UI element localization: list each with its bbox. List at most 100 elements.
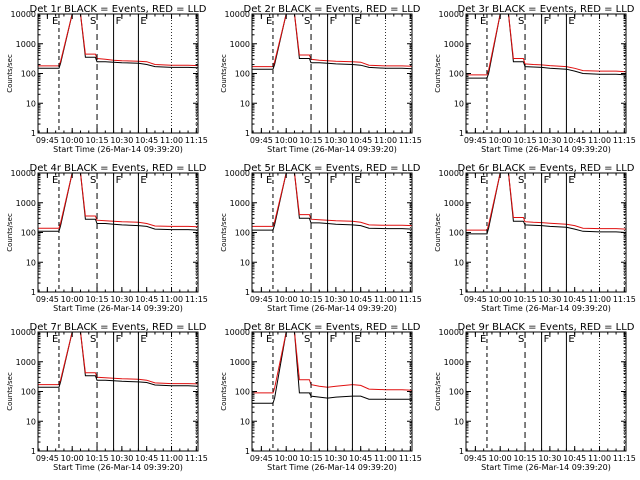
y-tick-label: 10 — [240, 417, 250, 426]
event-marker-label: E — [140, 334, 146, 345]
event-marker-label: F — [544, 16, 550, 27]
panel-det-9r: Det 9r BLACK = Events, RED = LLD Counts/… — [434, 322, 636, 472]
plot-frame — [37, 172, 199, 293]
event-marker-label: F — [116, 334, 122, 345]
x-tick-label: 11:00 — [160, 136, 183, 145]
x-tick-label: 10:45 — [135, 295, 158, 304]
x-tick-label: 10:30 — [110, 136, 133, 145]
x-tick-label: 10:30 — [110, 295, 133, 304]
x-tick-label: 09:45 — [464, 295, 487, 304]
plot-frame — [251, 13, 413, 134]
x-tick-label: 09:45 — [250, 295, 273, 304]
y-axis-label: Counts/sec — [220, 213, 228, 252]
event-marker-label: E — [266, 175, 272, 186]
x-tick-label: 11:15 — [399, 295, 422, 304]
x-tick-label: 10:00 — [275, 454, 298, 463]
x-tick-label: 11:15 — [185, 136, 208, 145]
series-lld-line — [466, 173, 626, 231]
y-tick-label: 100 — [21, 388, 36, 397]
y-tick-label: 1000 — [16, 199, 36, 208]
x-tick-label: 10:30 — [324, 136, 347, 145]
x-tick-label: 11:00 — [588, 295, 611, 304]
series-lld-line — [38, 173, 198, 229]
plot-frame — [465, 331, 627, 452]
x-tick-label: 10:00 — [489, 454, 512, 463]
x-tick-label: 10:00 — [489, 136, 512, 145]
event-marker-label: F — [116, 175, 122, 186]
event-marker-label: E — [52, 175, 58, 186]
panel-title: Det 7r BLACK = Events, RED = LLD — [30, 322, 207, 333]
event-marker-label: S — [518, 175, 524, 186]
x-tick-label: 09:45 — [250, 454, 273, 463]
y-tick-label: 10 — [26, 258, 36, 267]
panel-det-7r: Det 7r BLACK = Events, RED = LLD Counts/… — [6, 322, 208, 472]
y-tick-label: 10000 — [11, 10, 36, 19]
x-tick-label: 10:30 — [538, 136, 561, 145]
event-marker-label: F — [544, 334, 550, 345]
plot-frame — [251, 172, 413, 293]
x-tick-label: 10:45 — [349, 454, 372, 463]
panel-title: Det 4r BLACK = Events, RED = LLD — [30, 163, 207, 174]
x-tick-label: 11:00 — [160, 454, 183, 463]
y-tick-label: 1 — [459, 288, 464, 297]
y-tick-label: 1 — [459, 129, 464, 138]
y-axis-label: Counts/sec — [6, 54, 14, 93]
x-tick-label: 11:00 — [374, 136, 397, 145]
x-tick-label: 11:15 — [613, 136, 636, 145]
x-tick-label: 10:15 — [86, 295, 109, 304]
x-tick-label: 10:00 — [489, 295, 512, 304]
event-marker-label: S — [518, 16, 524, 27]
x-tick-label: 10:00 — [61, 454, 84, 463]
x-tick-label: 10:15 — [300, 295, 323, 304]
panel-det-5r: Det 5r BLACK = Events, RED = LLD Counts/… — [220, 163, 422, 313]
x-tick-label: 09:45 — [36, 454, 59, 463]
y-tick-label: 10000 — [439, 328, 464, 337]
event-marker-label: S — [304, 16, 310, 27]
x-tick-label: 10:45 — [349, 295, 372, 304]
y-tick-label: 100 — [21, 229, 36, 238]
y-tick-label: 100 — [235, 229, 250, 238]
x-tick-label: 10:45 — [349, 136, 372, 145]
y-tick-label: 1000 — [444, 358, 464, 367]
x-tick-label: 10:15 — [514, 454, 537, 463]
event-marker-label: E — [140, 16, 146, 27]
x-tick-label: 09:45 — [464, 454, 487, 463]
x-tick-label: 10:15 — [86, 136, 109, 145]
y-tick-label: 10000 — [225, 10, 250, 19]
y-axis-label: Counts/sec — [6, 372, 14, 411]
series-lld-line — [252, 14, 412, 68]
event-marker-label: E — [480, 16, 486, 27]
y-tick-label: 1000 — [444, 40, 464, 49]
x-tick-label: 11:15 — [399, 454, 422, 463]
y-tick-label: 1 — [31, 288, 36, 297]
panel-title: Det 6r BLACK = Events, RED = LLD — [458, 163, 635, 174]
y-tick-label: 1000 — [230, 199, 250, 208]
x-tick-label: 09:45 — [464, 136, 487, 145]
x-tick-label: 11:00 — [374, 295, 397, 304]
x-axis-label: Start Time (26-Mar-14 09:39:20) — [481, 463, 611, 472]
y-axis-label: Counts/sec — [220, 54, 228, 93]
event-marker-label: E — [568, 334, 574, 345]
x-axis-label: Start Time (26-Mar-14 09:39:20) — [267, 145, 397, 154]
y-tick-label: 1 — [31, 129, 36, 138]
plot-frame — [37, 13, 199, 134]
x-tick-label: 10:15 — [300, 136, 323, 145]
event-marker-label: E — [480, 175, 486, 186]
y-tick-label: 100 — [21, 70, 36, 79]
plot-frame — [465, 172, 627, 293]
x-tick-label: 10:45 — [563, 295, 586, 304]
event-marker-label: F — [116, 16, 122, 27]
y-tick-label: 1000 — [444, 199, 464, 208]
event-marker-label: E — [480, 334, 486, 345]
x-tick-label: 10:15 — [300, 454, 323, 463]
y-tick-label: 10 — [454, 417, 464, 426]
y-tick-label: 1000 — [16, 358, 36, 367]
series-lld-line — [38, 332, 198, 386]
x-tick-label: 11:15 — [399, 136, 422, 145]
series-lld-line — [252, 332, 412, 394]
x-tick-label: 10:45 — [563, 136, 586, 145]
y-tick-label: 1 — [31, 447, 36, 456]
x-tick-label: 10:00 — [61, 295, 84, 304]
x-tick-label: 10:30 — [324, 295, 347, 304]
x-tick-label: 11:15 — [185, 454, 208, 463]
